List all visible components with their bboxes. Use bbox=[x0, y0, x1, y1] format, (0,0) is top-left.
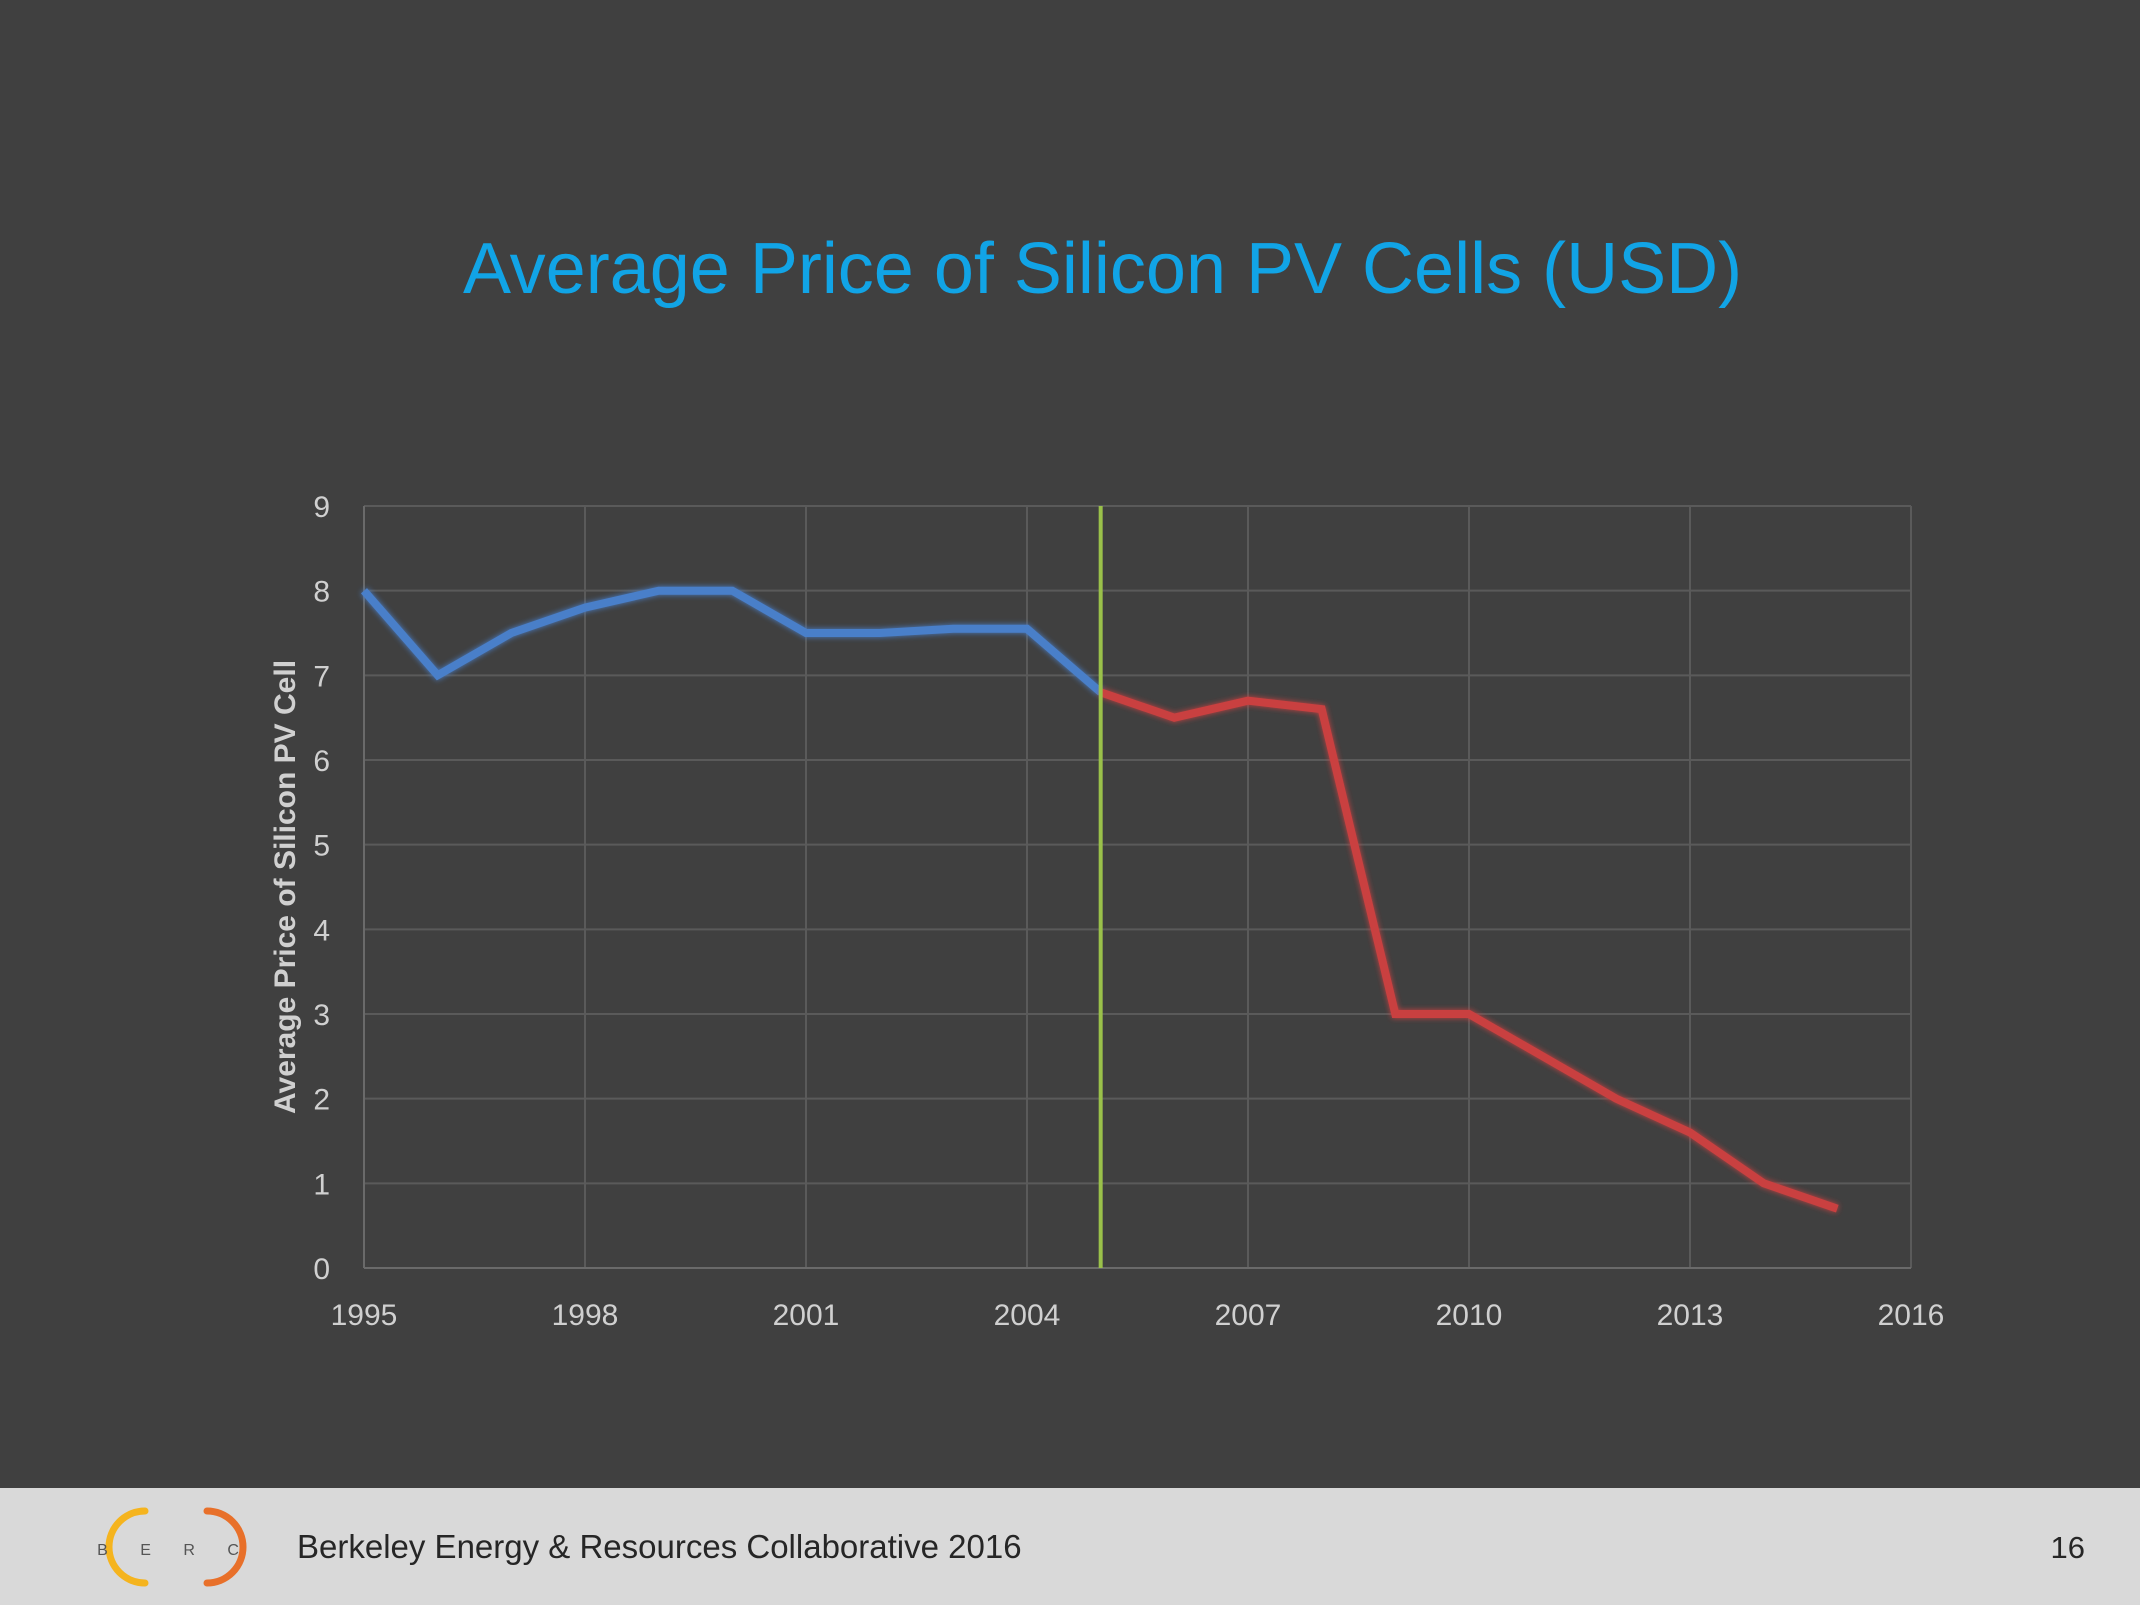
chart-gridlines bbox=[363, 505, 1912, 1269]
y-tick-label: 5 bbox=[313, 830, 330, 863]
x-tick-label: 2007 bbox=[1215, 1299, 1282, 1332]
logo-text: B E R C bbox=[97, 1542, 253, 1559]
y-tick-label: 0 bbox=[313, 1253, 330, 1286]
x-tick-label: 2001 bbox=[773, 1299, 840, 1332]
x-tick-label: 1995 bbox=[331, 1299, 398, 1332]
y-tick-label: 7 bbox=[313, 660, 330, 693]
y-tick-label: 8 bbox=[313, 576, 330, 609]
slide-title: Average Price of Silicon PV Cells (USD) bbox=[462, 229, 1743, 309]
x-tick-label: 2016 bbox=[1878, 1299, 1945, 1332]
y-tick-label: 3 bbox=[313, 999, 330, 1032]
chart-series bbox=[360, 586, 1839, 1213]
y-axis-label: Average Price of Silicon PV Cell bbox=[269, 660, 302, 1114]
series-line-pre-2005 bbox=[360, 586, 1104, 696]
x-tick-label: 2004 bbox=[994, 1299, 1061, 1332]
x-axis-ticks: 1995 1998 2001 2004 2007 2010 2013 2016 bbox=[331, 1299, 1945, 1332]
y-tick-label: 6 bbox=[313, 745, 330, 778]
y-tick-label: 1 bbox=[313, 1168, 330, 1201]
series-line-post-2005 bbox=[1099, 688, 1839, 1213]
page-number: 16 bbox=[2050, 1530, 2085, 1565]
x-tick-label: 2013 bbox=[1657, 1299, 1724, 1332]
y-tick-label: 2 bbox=[313, 1084, 330, 1117]
price-line-chart: 0 1 2 3 4 5 6 7 8 9 1995 1998 2001 2004 2007 2010 2013 2… bbox=[269, 491, 1945, 1332]
x-tick-label: 1998 bbox=[552, 1299, 619, 1332]
y-tick-label: 9 bbox=[313, 491, 330, 524]
x-tick-label: 2010 bbox=[1436, 1299, 1503, 1332]
berc-logo: B E R C bbox=[97, 1507, 253, 1587]
footer-bar bbox=[0, 1488, 2140, 1605]
footer-text: Berkeley Energy & Resources Collaborativ… bbox=[297, 1528, 1022, 1565]
y-axis-ticks: 0 1 2 3 4 5 6 7 8 9 bbox=[313, 491, 330, 1286]
y-tick-label: 4 bbox=[313, 914, 330, 947]
